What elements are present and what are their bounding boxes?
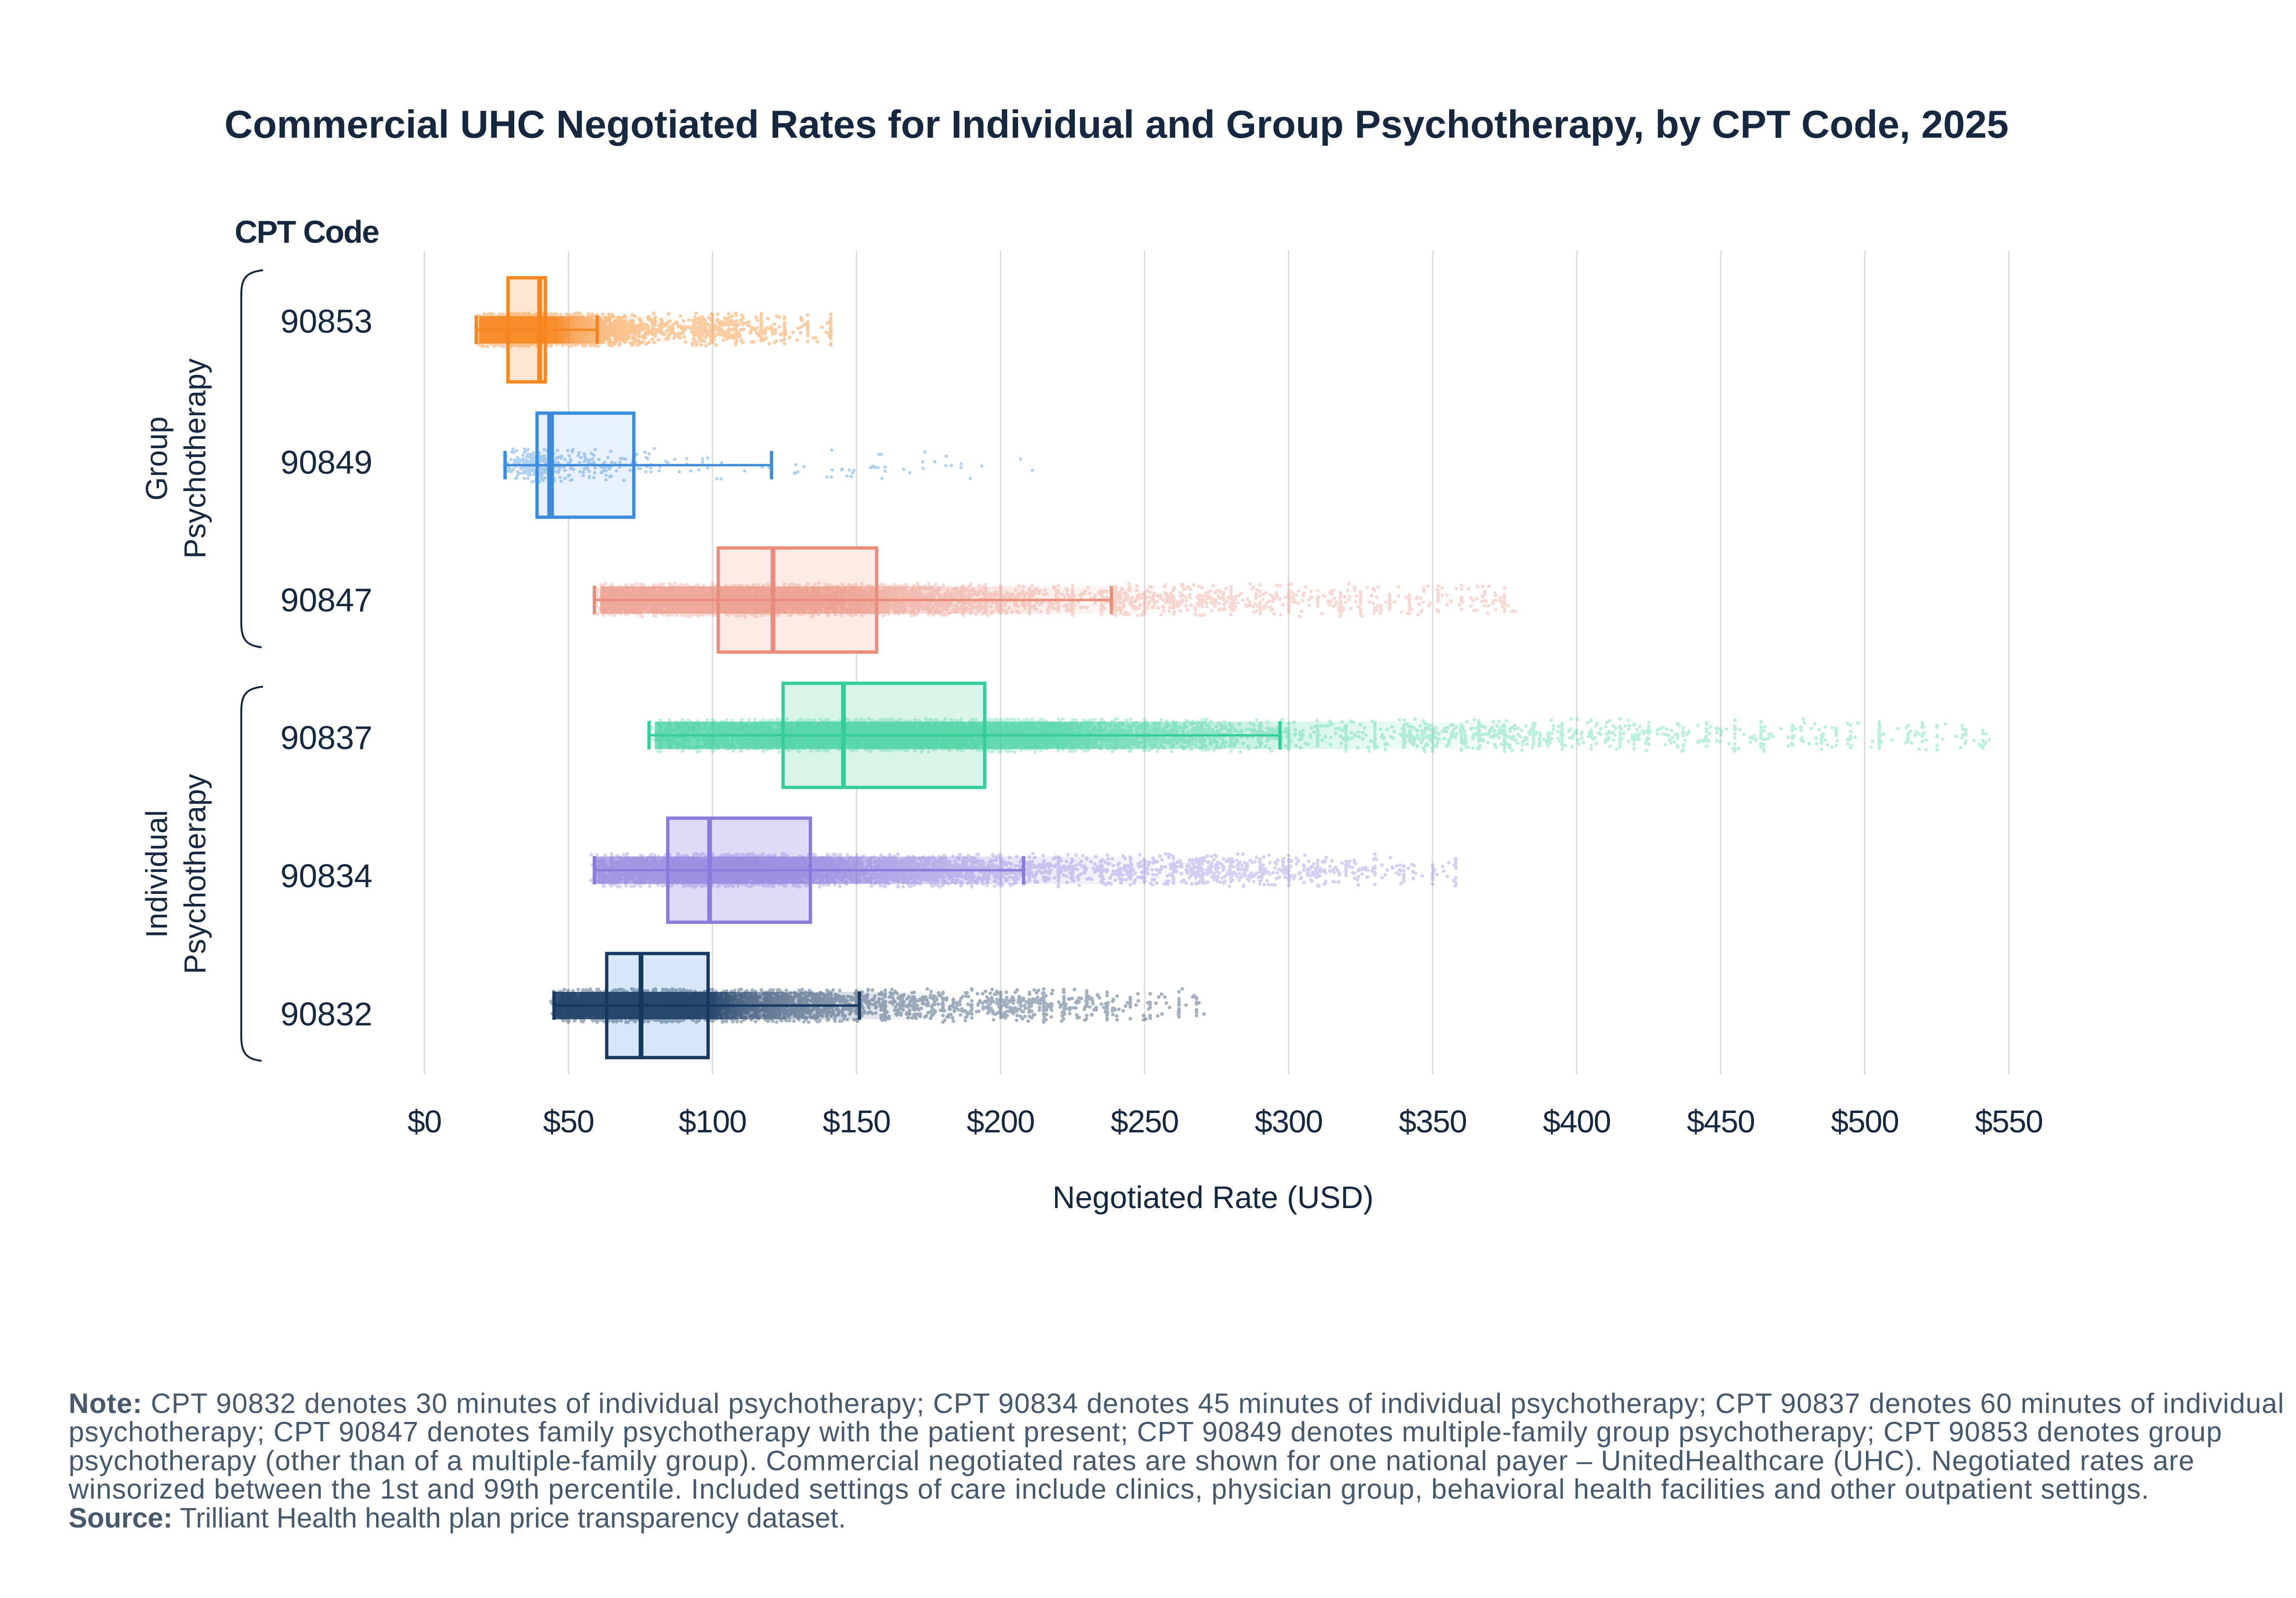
- svg-text:CPT Code: CPT Code: [235, 214, 378, 250]
- svg-text:$250: $250: [1111, 1104, 1179, 1139]
- svg-text:Psychotherapy: Psychotherapy: [178, 774, 212, 974]
- svg-text:90837: 90837: [281, 719, 373, 756]
- svg-text:$100: $100: [678, 1104, 746, 1139]
- svg-text:$0: $0: [407, 1104, 441, 1139]
- svg-text:$300: $300: [1255, 1104, 1322, 1139]
- svg-text:$450: $450: [1687, 1104, 1754, 1139]
- svg-text:90853: 90853: [281, 303, 373, 340]
- svg-text:$400: $400: [1543, 1104, 1610, 1139]
- svg-text:Commercial UHC Negotiated Rate: Commercial UHC Negotiated Rates for Indi…: [224, 102, 2008, 146]
- svg-text:Source: Trilliant Health healt: Source: Trilliant Health health plan pri…: [69, 1502, 846, 1534]
- svg-text:90847: 90847: [281, 582, 373, 618]
- svg-text:Individual: Individual: [140, 810, 174, 938]
- svg-text:Negotiated Rate (USD): Negotiated Rate (USD): [1053, 1180, 1374, 1215]
- svg-text:psychotherapy (other than of a: psychotherapy (other than of a multiple-…: [69, 1445, 2195, 1476]
- svg-text:$500: $500: [1831, 1104, 1899, 1139]
- svg-text:$200: $200: [967, 1104, 1034, 1139]
- svg-text:psychotherapy; CPT 90847 denot: psychotherapy; CPT 90847 denotes family …: [69, 1416, 2222, 1448]
- svg-text:winsorized between the 1st and: winsorized between the 1st and 99th perc…: [68, 1474, 2149, 1505]
- svg-text:90834: 90834: [281, 857, 373, 894]
- svg-text:90832: 90832: [281, 996, 373, 1033]
- svg-text:Psychotherapy: Psychotherapy: [178, 358, 212, 558]
- svg-text:Note: CPT 90832 denotes 30 min: Note: CPT 90832 denotes 30 minutes of in…: [69, 1388, 2285, 1419]
- svg-text:$550: $550: [1975, 1104, 2042, 1139]
- svg-text:$350: $350: [1399, 1104, 1467, 1139]
- svg-text:$50: $50: [543, 1104, 594, 1139]
- svg-text:90849: 90849: [281, 444, 373, 481]
- svg-text:$150: $150: [823, 1104, 890, 1139]
- svg-text:Group: Group: [140, 416, 174, 501]
